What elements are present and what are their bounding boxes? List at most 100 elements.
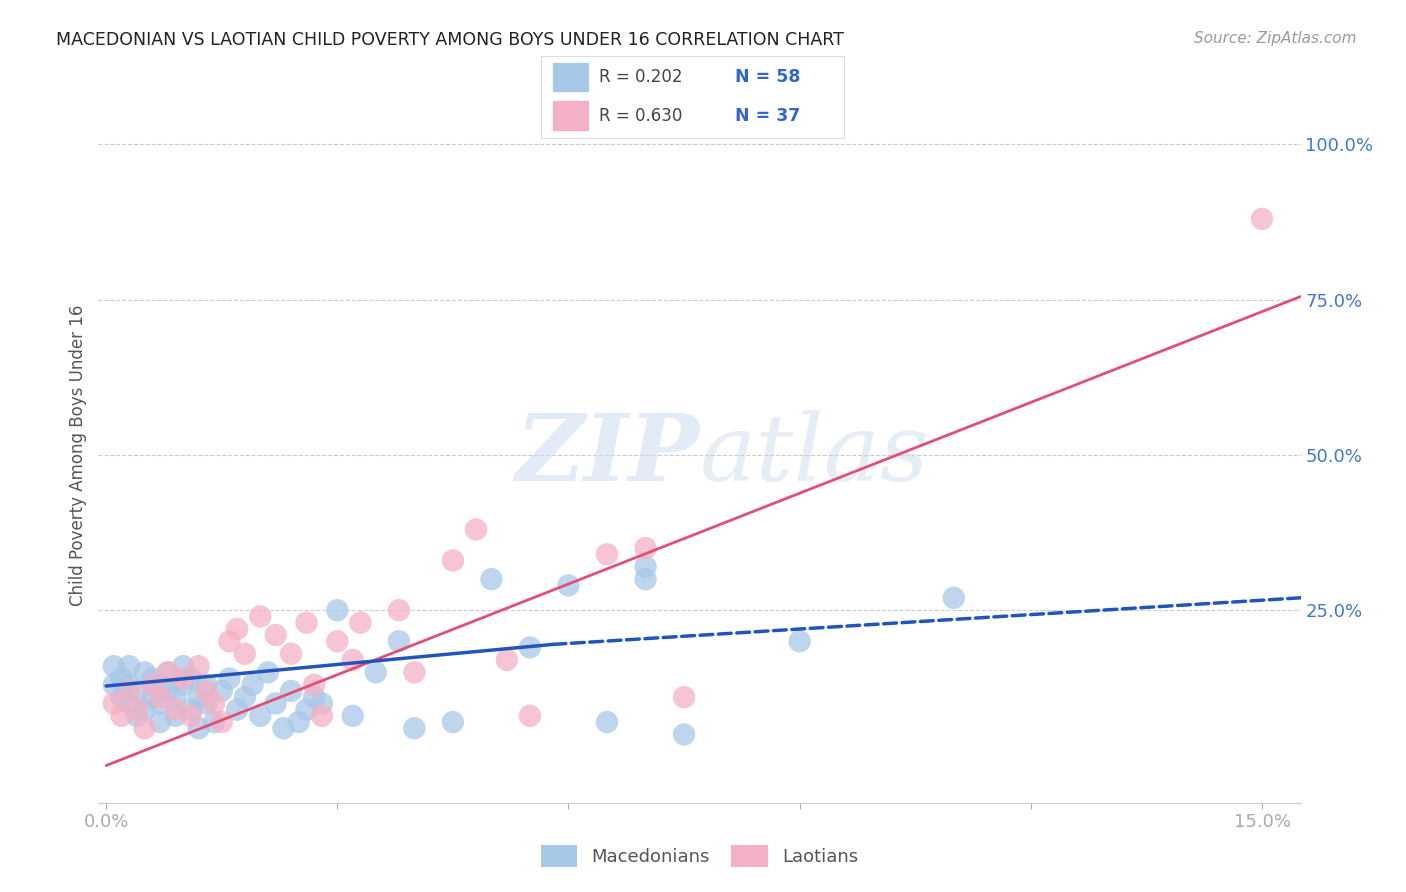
Point [326,603,349,617]
Point [149,690,172,705]
Point [149,697,172,711]
Point [187,721,209,735]
Point [233,647,256,661]
Point [165,690,187,705]
Point [156,665,179,680]
Point [103,697,125,711]
Point [673,727,696,741]
Text: N = 37: N = 37 [735,107,800,125]
Text: R = 0.630: R = 0.630 [599,107,682,125]
Point [311,708,333,723]
Point [634,572,657,586]
Point [295,615,318,630]
Point [180,708,202,723]
Point [302,690,325,705]
Point [149,678,172,692]
Point [441,553,464,567]
Point [326,634,349,648]
Point [172,678,194,692]
Text: MACEDONIAN VS LAOTIAN CHILD POVERTY AMONG BOYS UNDER 16 CORRELATION CHART: MACEDONIAN VS LAOTIAN CHILD POVERTY AMON… [56,31,844,49]
Point [211,714,233,729]
Point [180,703,202,717]
Point [156,665,179,680]
Point [273,721,295,735]
Point [249,708,271,723]
Bar [554,62,588,92]
Point [134,703,156,717]
Point [388,634,411,648]
Point [257,665,280,680]
Point [134,721,156,735]
Point [218,672,240,686]
Point [280,684,302,698]
Point [789,634,811,648]
Point [195,678,218,692]
Point [195,697,218,711]
Point [311,697,333,711]
Point [673,690,696,705]
Point [349,615,371,630]
Point [942,591,965,605]
Point [125,703,148,717]
Point [110,690,132,705]
Point [364,665,387,680]
Point [141,672,163,686]
Point [118,659,141,673]
Point [118,697,141,711]
Point [495,653,517,667]
Point [134,665,156,680]
Point [287,714,309,729]
Text: R = 0.202: R = 0.202 [599,68,682,87]
Point [342,708,364,723]
Point [103,659,125,673]
Point [242,678,264,692]
Point [519,708,541,723]
Point [404,721,426,735]
Point [118,684,141,698]
Point [141,678,163,692]
Legend: Macedonians, Laotians: Macedonians, Laotians [534,838,865,874]
Point [180,672,202,686]
Point [342,653,364,667]
Point [156,684,179,698]
Point [404,665,426,680]
Point [441,714,464,729]
Point [165,708,187,723]
Point [202,714,225,729]
Point [118,678,141,692]
Point [596,547,619,561]
Point [226,622,249,636]
Point [634,559,657,574]
Point [218,634,240,648]
Point [634,541,657,555]
Point [280,647,302,661]
Point [388,603,411,617]
Point [187,659,209,673]
Point [202,697,225,711]
Point [195,684,218,698]
Bar [554,102,588,130]
Point [519,640,541,655]
Point [172,672,194,686]
Point [302,678,325,692]
Point [596,714,619,729]
Point [557,578,579,592]
Point [125,708,148,723]
Point [211,684,233,698]
Point [1251,211,1274,226]
Point [172,659,194,673]
Y-axis label: Child Poverty Among Boys Under 16: Child Poverty Among Boys Under 16 [69,304,87,606]
Point [103,678,125,692]
Point [110,708,132,723]
Point [141,690,163,705]
Text: atlas: atlas [699,410,929,500]
Text: Source: ZipAtlas.com: Source: ZipAtlas.com [1194,31,1357,46]
Point [233,690,256,705]
Point [125,684,148,698]
Point [264,628,287,642]
Text: ZIP: ZIP [515,410,699,500]
Point [295,703,318,717]
Point [249,609,271,624]
Point [149,714,172,729]
Text: N = 58: N = 58 [735,68,800,87]
